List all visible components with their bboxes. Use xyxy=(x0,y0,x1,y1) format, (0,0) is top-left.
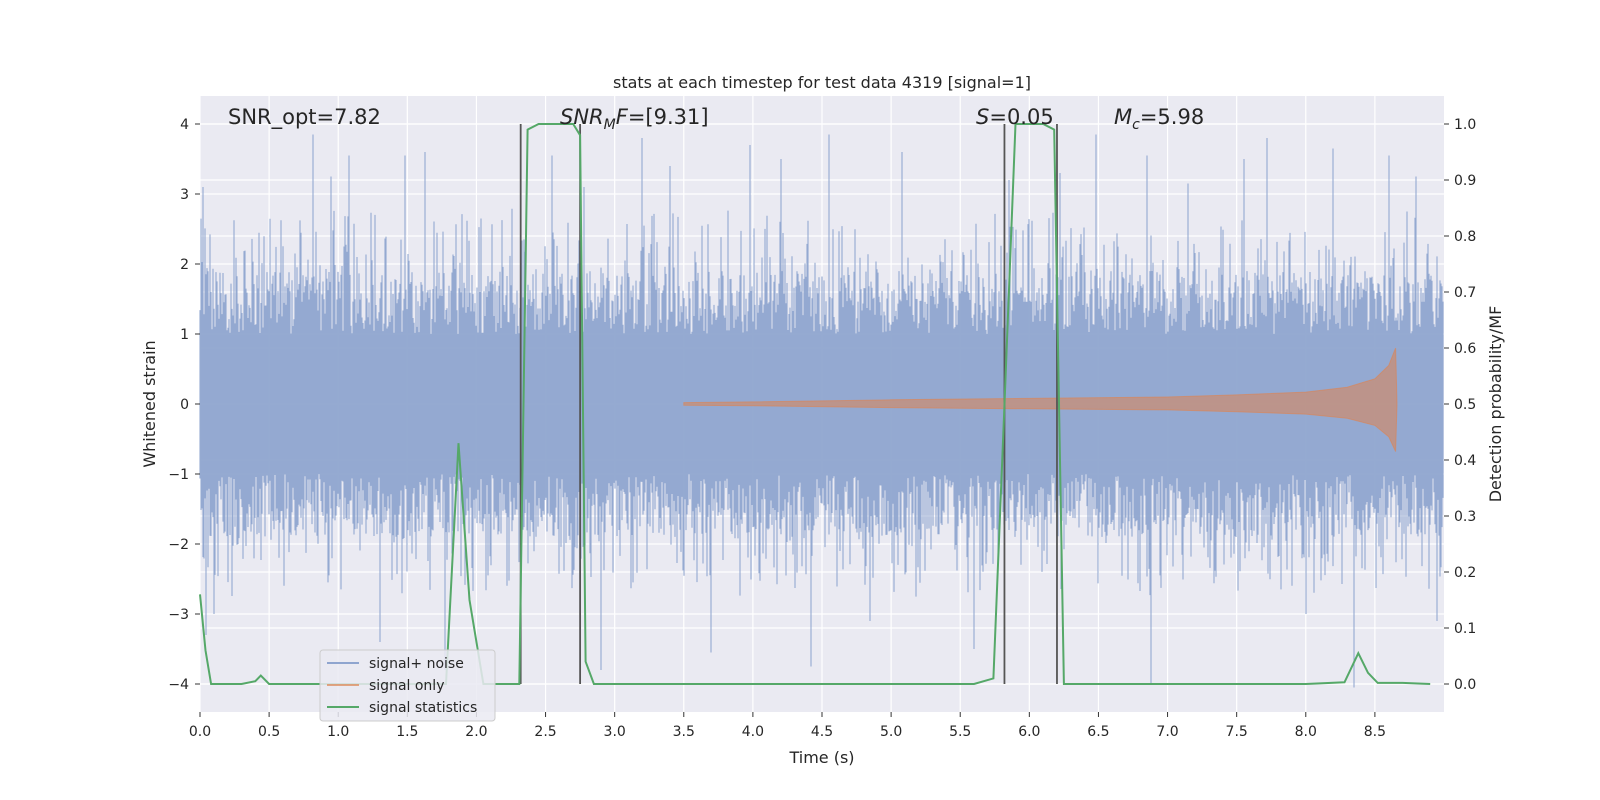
x-tick-label: 6.5 xyxy=(1087,724,1109,740)
y-tick-label: −3 xyxy=(168,607,189,623)
x-tick-label: 0.0 xyxy=(189,724,211,740)
x-tick-label: 8.5 xyxy=(1364,724,1386,740)
y-tick-label: −2 xyxy=(168,537,189,553)
x-tick-label: 2.0 xyxy=(465,724,487,740)
s-italic: S xyxy=(976,105,989,129)
x-tick-label: 1.5 xyxy=(396,724,418,740)
mc-subscript: c xyxy=(1132,117,1140,133)
x-tick-label: 4.0 xyxy=(742,724,764,740)
snr-mf-value: =[9.31] xyxy=(628,105,709,129)
mc-value: =5.98 xyxy=(1140,105,1204,129)
y-right-tick-label: 0.5 xyxy=(1454,397,1476,413)
x-tick-label: 8.0 xyxy=(1295,724,1317,740)
axis-ticks: 0.0 0.5 1.0 1.5 2.0 2.5 3.0 3.5 4.0 4.5 5.0 5.5 6.0 6… xyxy=(168,117,1476,740)
y-tick-label: 4 xyxy=(180,117,189,133)
signal-only-series xyxy=(683,347,1398,452)
x-tick-label: 3.0 xyxy=(604,724,626,740)
x-tick-label: 0.5 xyxy=(258,724,280,740)
y-right-tick-label: 0.0 xyxy=(1454,677,1476,693)
y-right-tick-label: 1.0 xyxy=(1454,117,1476,133)
s-annotation: S=0.05 xyxy=(976,105,1054,129)
y-right-tick-label: 0.2 xyxy=(1454,565,1476,581)
y-axis-label: Whitened strain xyxy=(140,340,159,467)
snr-opt-annotation: SNR_opt=7.82 xyxy=(228,105,381,130)
mc-annotation: Mc=5.98 xyxy=(1114,105,1204,133)
x-tick-label: 5.5 xyxy=(949,724,971,740)
signal-statistics-line xyxy=(199,123,1431,685)
y-tick-label: 1 xyxy=(180,327,189,343)
snr-mf-subscript: M xyxy=(604,117,616,133)
y-tick-label: −1 xyxy=(168,467,189,483)
signal-plus-noise-trace xyxy=(199,134,1444,688)
signal-statistics-series xyxy=(199,123,1431,685)
x-tick-label: 6.0 xyxy=(1018,724,1040,740)
y-tick-label: −4 xyxy=(168,677,189,693)
legend-label-signal: signal only xyxy=(369,678,444,694)
legend: signal+ noise signal only signal statist… xyxy=(319,649,496,722)
x-tick-label: 2.5 xyxy=(534,724,556,740)
y-right-tick-label: 0.8 xyxy=(1454,229,1476,245)
y-right-tick-label: 0.4 xyxy=(1454,453,1476,469)
y-tick-label: 2 xyxy=(180,257,189,273)
signal-plus-noise-series xyxy=(199,134,1444,688)
x-axis-label: Time (s) xyxy=(788,748,854,767)
y-tick-label: 0 xyxy=(180,397,189,413)
y-right-tick-label: 0.1 xyxy=(1454,621,1476,637)
y-right-tick-label: 0.6 xyxy=(1454,341,1476,357)
y-right-tick-label: 0.7 xyxy=(1454,285,1476,301)
chart-title: stats at each timestep for test data 431… xyxy=(613,73,1031,92)
x-tick-label: 5.0 xyxy=(880,724,902,740)
legend-label-stats: signal statistics xyxy=(369,700,477,716)
legend-box xyxy=(319,649,496,722)
y-axis-right-label: Detection probability/MF xyxy=(1486,306,1505,503)
snr-mf-annotation: SNRMF=[9.31] xyxy=(560,105,709,133)
y-right-tick-label: 0.3 xyxy=(1454,509,1476,525)
mc-italic: M xyxy=(1114,105,1132,129)
y-right-tick-label: 0.9 xyxy=(1454,173,1476,189)
x-tick-label: 3.5 xyxy=(673,724,695,740)
signal-only-trace xyxy=(683,347,1398,452)
x-tick-label: 4.5 xyxy=(811,724,833,740)
x-tick-label: 7.5 xyxy=(1226,724,1248,740)
snr-mf-italic: SNR xyxy=(560,105,604,129)
x-tick-label: 1.0 xyxy=(327,724,349,740)
y-tick-label: 3 xyxy=(180,187,189,203)
legend-label-noise: signal+ noise xyxy=(369,656,464,672)
snr-mf-f: F xyxy=(616,105,629,129)
x-tick-label: 7.0 xyxy=(1156,724,1178,740)
s-value: =0.05 xyxy=(989,105,1053,129)
